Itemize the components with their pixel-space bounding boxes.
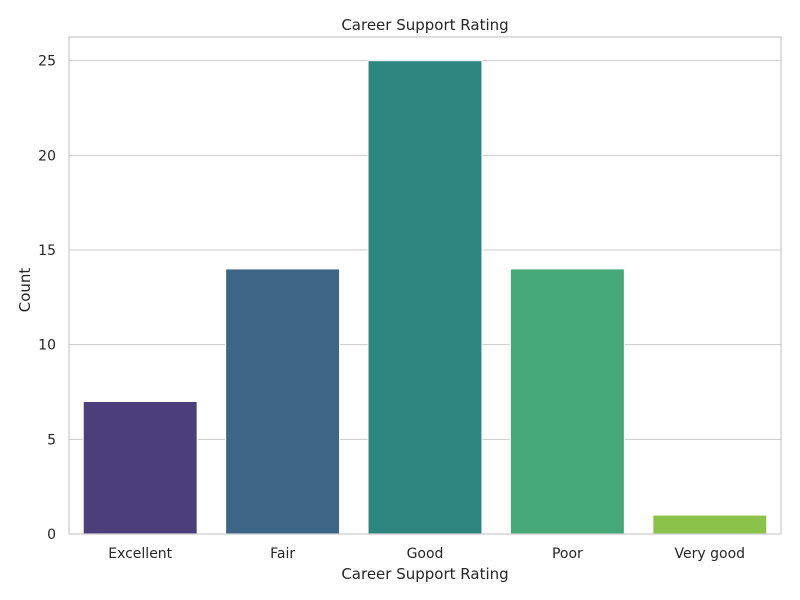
y-tick-label: 25 [38, 54, 56, 70]
x-tick-label: Excellent [108, 546, 172, 562]
x-tick-label: Fair [270, 546, 295, 562]
x-axis-ticks: Excellent Fair Good Poor Very good [108, 546, 745, 562]
bar-good [367, 60, 483, 535]
bar-fair [225, 268, 341, 535]
y-tick-label: 20 [38, 148, 56, 164]
x-tick-label: Good [407, 546, 444, 562]
y-tick-label: 15 [38, 243, 56, 259]
y-axis-ticks: 0 5 10 15 20 25 [38, 54, 56, 543]
bar-poor [509, 268, 625, 535]
bar-excellent [82, 400, 198, 535]
x-tick-label: Very good [675, 546, 746, 562]
plot-area-frame [68, 36, 782, 535]
chart-title: Career Support Rating [341, 16, 508, 34]
x-axis-label: Career Support Rating [341, 565, 508, 583]
y-tick-label: 5 [47, 432, 56, 448]
y-tick-label: 0 [47, 527, 56, 543]
bars [82, 60, 768, 535]
bar-very-good [652, 514, 768, 535]
y-axis-label: Count [16, 268, 34, 313]
y-tick-label: 10 [38, 338, 56, 354]
x-tick-label: Poor [552, 546, 583, 562]
